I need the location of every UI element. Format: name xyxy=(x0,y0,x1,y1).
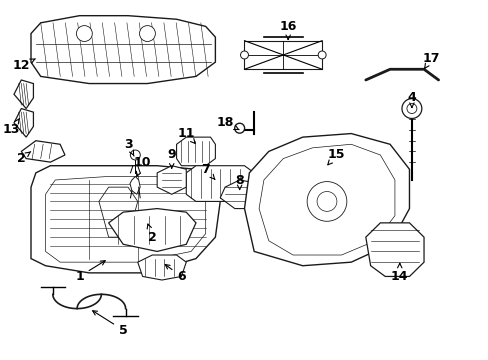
Polygon shape xyxy=(138,255,186,280)
Polygon shape xyxy=(157,166,186,194)
Circle shape xyxy=(130,150,140,160)
Circle shape xyxy=(406,104,416,113)
Text: 9: 9 xyxy=(167,148,176,168)
Polygon shape xyxy=(21,141,65,162)
Polygon shape xyxy=(14,109,33,137)
Polygon shape xyxy=(31,166,220,273)
Circle shape xyxy=(139,26,155,41)
Text: 6: 6 xyxy=(165,265,185,283)
Text: 2: 2 xyxy=(147,224,156,244)
Polygon shape xyxy=(244,41,322,69)
Polygon shape xyxy=(130,176,140,194)
Text: 3: 3 xyxy=(123,138,134,156)
Polygon shape xyxy=(220,180,264,208)
Text: 11: 11 xyxy=(177,127,195,143)
Circle shape xyxy=(76,26,92,41)
Text: 12: 12 xyxy=(13,59,35,72)
Circle shape xyxy=(240,51,248,59)
Text: 4: 4 xyxy=(407,91,415,108)
Circle shape xyxy=(318,51,325,59)
Text: 17: 17 xyxy=(422,52,439,68)
Text: 13: 13 xyxy=(3,118,20,136)
Circle shape xyxy=(401,99,421,118)
Polygon shape xyxy=(108,208,196,251)
Text: 5: 5 xyxy=(92,311,127,337)
Polygon shape xyxy=(186,166,254,202)
Text: 2: 2 xyxy=(17,152,31,165)
Text: 14: 14 xyxy=(390,264,407,283)
Polygon shape xyxy=(14,80,33,109)
Circle shape xyxy=(234,123,244,133)
Polygon shape xyxy=(244,134,408,266)
Text: 7: 7 xyxy=(201,163,214,179)
Polygon shape xyxy=(31,16,215,84)
Text: 15: 15 xyxy=(327,148,345,165)
Text: 18: 18 xyxy=(216,116,239,130)
Text: 10: 10 xyxy=(134,156,151,176)
Text: 16: 16 xyxy=(279,20,296,40)
Polygon shape xyxy=(365,223,423,276)
Polygon shape xyxy=(176,137,215,166)
Text: 8: 8 xyxy=(235,174,244,190)
Text: 1: 1 xyxy=(75,261,105,283)
